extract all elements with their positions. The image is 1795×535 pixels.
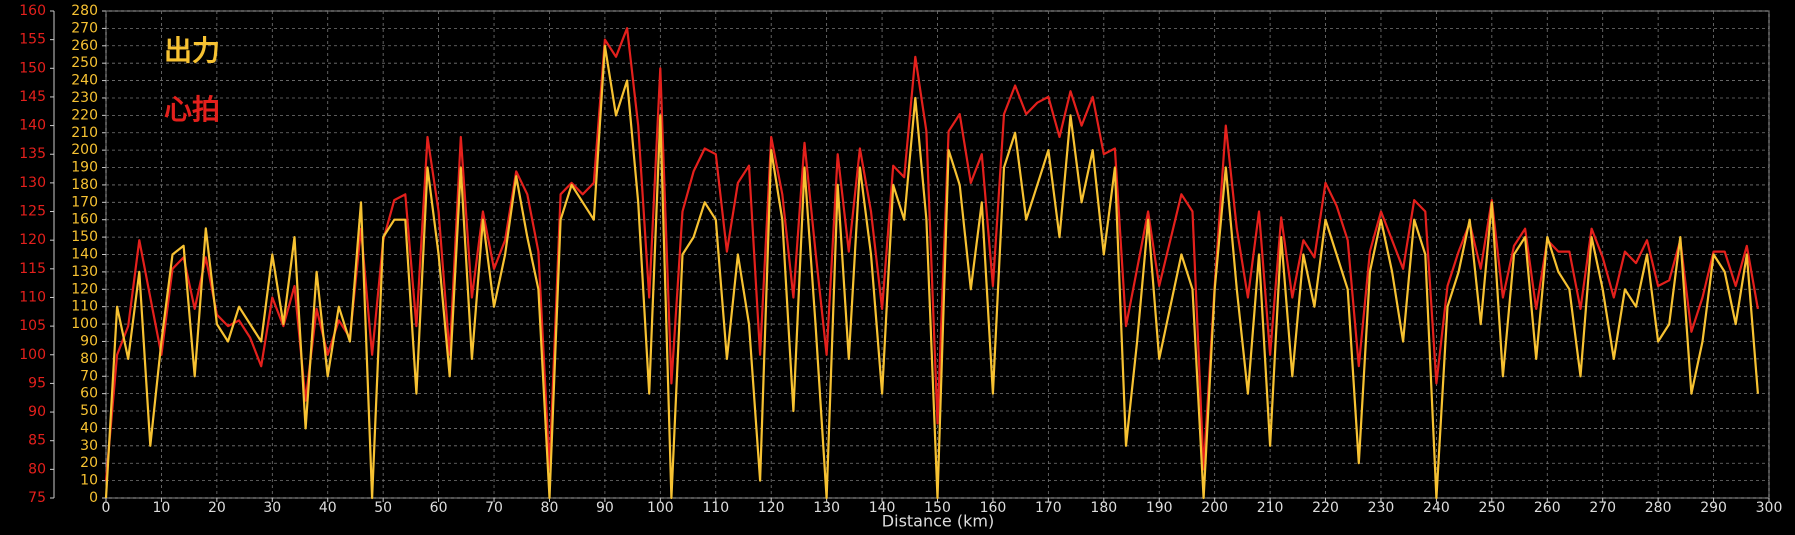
y-tick-label: 80 <box>80 351 98 367</box>
y-tick-label: 280 <box>71 3 98 19</box>
y-tick-label: 170 <box>71 194 98 210</box>
x-tick-label: 170 <box>1035 500 1062 516</box>
y-tick-label: 200 <box>71 142 98 158</box>
y-tick-label: 10 <box>80 473 98 489</box>
y-tick-label: 20 <box>80 455 98 471</box>
y2-tick-label: 155 <box>19 32 46 48</box>
y2-tick-label: 140 <box>19 118 46 134</box>
x-tick-label: 200 <box>1201 500 1228 516</box>
x-tick-label: 80 <box>541 500 559 516</box>
y2-tick-label: 95 <box>28 375 46 391</box>
y2-tick-label: 105 <box>19 318 46 334</box>
x-tick-label: 100 <box>647 500 674 516</box>
x-tick-label: 160 <box>980 500 1007 516</box>
x-tick-label: 150 <box>924 500 951 516</box>
y2-tick-label: 125 <box>19 204 46 220</box>
y-tick-label: 40 <box>80 420 98 436</box>
y2-tick-label: 145 <box>19 89 46 105</box>
y-tick-label: 260 <box>71 38 98 54</box>
y-tick-label: 0 <box>89 490 98 506</box>
y-tick-label: 190 <box>71 160 98 176</box>
y2-tick-label: 80 <box>28 461 46 477</box>
y2-tick-label: 100 <box>19 347 46 363</box>
x-tick-label: 280 <box>1645 500 1672 516</box>
y-tick-label: 240 <box>71 73 98 89</box>
y-tick-label: 140 <box>71 247 98 263</box>
x-tick-label: 90 <box>596 500 614 516</box>
x-tick-label: 290 <box>1700 500 1727 516</box>
x-tick-label: 20 <box>208 500 226 516</box>
y-tick-label: 210 <box>71 125 98 141</box>
x-tick-label: 240 <box>1423 500 1450 516</box>
x-tick-label: 140 <box>869 500 896 516</box>
y2-tick-label: 120 <box>19 232 46 248</box>
y-tick-label: 270 <box>71 20 98 36</box>
y-tick-label: 150 <box>71 229 98 245</box>
x-tick-label: 260 <box>1534 500 1561 516</box>
x-tick-label: 270 <box>1589 500 1616 516</box>
y-tick-label: 230 <box>71 90 98 106</box>
y2-tick-label: 135 <box>19 146 46 162</box>
legend-heart: 心拍 <box>164 93 220 126</box>
y2-tick-label: 150 <box>19 60 46 76</box>
y2-tick-label: 115 <box>19 261 46 277</box>
x-tick-label: 180 <box>1090 500 1117 516</box>
y-tick-label: 100 <box>71 316 98 332</box>
x-tick-label: 120 <box>758 500 785 516</box>
x-tick-label: 300 <box>1756 500 1783 516</box>
y-tick-label: 110 <box>71 299 98 315</box>
y-tick-label: 220 <box>71 107 98 123</box>
x-tick-label: 50 <box>374 500 392 516</box>
x-axis-label: Distance (km) <box>882 512 994 531</box>
y-tick-label: 120 <box>71 281 98 297</box>
y-tick-label: 130 <box>71 264 98 280</box>
x-tick-label: 0 <box>102 500 111 516</box>
y-tick-label: 250 <box>71 55 98 71</box>
y-tick-label: 70 <box>80 368 98 384</box>
y-tick-label: 160 <box>71 212 98 228</box>
y-tick-label: 90 <box>80 333 98 349</box>
x-tick-label: 30 <box>263 500 281 516</box>
x-tick-label: 110 <box>702 500 729 516</box>
y2-tick-label: 75 <box>28 490 46 506</box>
x-tick-label: 130 <box>813 500 840 516</box>
y2-tick-label: 90 <box>28 404 46 420</box>
y2-tick-label: 160 <box>19 3 46 19</box>
y-tick-label: 180 <box>71 177 98 193</box>
y-tick-label: 60 <box>80 386 98 402</box>
series-line <box>104 44 1759 500</box>
x-tick-label: 210 <box>1257 500 1284 516</box>
y2-tick-label: 85 <box>28 433 46 449</box>
legend-power: 出力 <box>164 34 220 67</box>
x-tick-label: 230 <box>1368 500 1395 516</box>
x-tick-label: 10 <box>153 500 171 516</box>
x-tick-label: 40 <box>319 500 337 516</box>
y-tick-label: 30 <box>80 438 98 454</box>
y-tick-label: 50 <box>80 403 98 419</box>
y2-tick-label: 110 <box>19 289 46 305</box>
x-tick-label: 250 <box>1478 500 1505 516</box>
x-tick-label: 190 <box>1146 500 1173 516</box>
y2-tick-label: 130 <box>19 175 46 191</box>
x-tick-label: 60 <box>430 500 448 516</box>
x-tick-label: 70 <box>485 500 503 516</box>
x-tick-label: 220 <box>1312 500 1339 516</box>
